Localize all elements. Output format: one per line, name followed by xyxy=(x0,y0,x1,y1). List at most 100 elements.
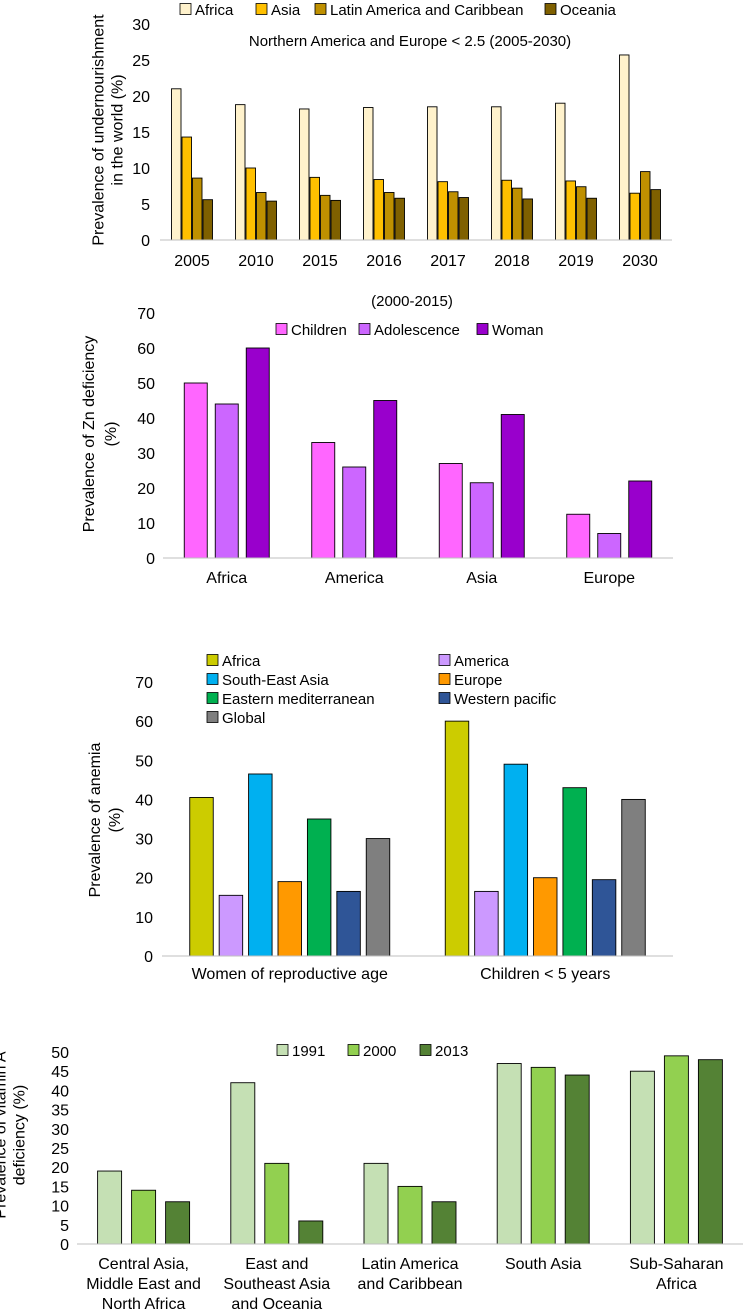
bar-1991 xyxy=(230,1082,256,1245)
y-tick-label: 40 xyxy=(51,1083,69,1100)
bar-2000 xyxy=(131,1189,157,1245)
bar-europe xyxy=(277,881,302,957)
legend-swatch xyxy=(206,711,219,723)
legend-label: Latin America and Caribbean xyxy=(330,2,523,19)
bar-africa xyxy=(555,102,566,241)
legend-swatch xyxy=(255,3,268,15)
bar-africa xyxy=(619,54,630,241)
bar-2013 xyxy=(697,1059,723,1245)
bar-america xyxy=(474,890,499,957)
zinc-deficiency-chart: 0 10 20 30 40 50 60 70 Prevalence of Zn deficien… xyxy=(81,293,673,587)
y-tick-label: 10 xyxy=(137,516,155,533)
x-category-label: South Asia xyxy=(505,1256,582,1273)
x-category-label: Central Asia, Middle East and North Africa xyxy=(86,1256,201,1311)
legend-label: 1991 xyxy=(292,1043,325,1060)
bar-latin-america-and-caribbean xyxy=(512,187,523,241)
legend-swatch xyxy=(276,1044,289,1056)
y-tick-label: 45 xyxy=(51,1064,69,1081)
legend-label: Africa xyxy=(222,653,261,670)
bar-adolescence xyxy=(342,466,367,559)
legend-swatch xyxy=(438,673,451,685)
y-tick-label: 70 xyxy=(137,306,155,323)
bar-latin-america-and-caribbean xyxy=(320,194,331,241)
vitamin-a-chart: 0 5 10 15 20 25 30 35 40 45 50 Prevalence of vitami… xyxy=(0,1043,743,1311)
legend-swatch xyxy=(206,673,219,685)
bar-africa xyxy=(427,106,438,241)
legend-label: South-East Asia xyxy=(222,672,329,689)
bar-africa xyxy=(171,88,182,241)
y-tick-label: 10 xyxy=(51,1199,69,1216)
bar-oceania xyxy=(266,200,277,241)
bar-2000 xyxy=(397,1185,423,1245)
bar-western-pacific xyxy=(591,879,617,957)
bar-latin-america-and-caribbean xyxy=(640,171,651,241)
bar-asia xyxy=(309,176,320,241)
y-tick-label: 5 xyxy=(141,197,150,214)
legend-label: 2013 xyxy=(435,1043,468,1060)
y-tick-label: 40 xyxy=(137,411,155,428)
x-category-label: Latin America and Caribbean xyxy=(358,1256,463,1293)
y-tick-label: 70 xyxy=(135,675,153,692)
bar-children xyxy=(438,463,463,559)
bar-woman xyxy=(373,400,398,559)
legend-label: Europe xyxy=(454,672,502,689)
anemia-chart: 0 10 20 30 40 50 60 70 Prevalence of anemia (%) Wo… xyxy=(87,653,673,983)
y-tick-label: 5 xyxy=(60,1218,69,1235)
bar-asia xyxy=(437,181,448,241)
y-tick-label: 30 xyxy=(137,446,155,463)
bar-western-pacific xyxy=(336,890,361,957)
bar-adolescence xyxy=(597,533,622,559)
undernourishment-chart: 0 5 10 15 20 25 30 Prevalence of undernourishme… xyxy=(91,2,672,270)
bar-eastern-mediterranean xyxy=(562,787,587,957)
y-tick-label: 0 xyxy=(141,233,150,250)
x-category-label: Africa xyxy=(206,570,247,587)
bar-africa xyxy=(491,106,502,241)
legend-swatch xyxy=(476,323,489,335)
bar-2013 xyxy=(298,1220,324,1245)
legend-swatch xyxy=(347,1044,360,1056)
bar-2013 xyxy=(564,1074,590,1245)
bar-1991 xyxy=(496,1063,522,1245)
bar-global xyxy=(365,838,391,957)
y-tick-label: 20 xyxy=(51,1160,69,1177)
bar-oceania xyxy=(650,189,661,241)
legend-label: Adolescence xyxy=(374,322,460,339)
bar-latin-america-and-caribbean xyxy=(192,177,203,241)
x-category-label: 2018 xyxy=(494,253,530,270)
legend-swatch xyxy=(544,3,557,15)
y-tick-label: 25 xyxy=(51,1141,69,1158)
bar-oceania xyxy=(202,199,213,241)
legend-swatch xyxy=(179,3,192,15)
x-category-label: 2005 xyxy=(174,253,210,270)
x-category-label: 2015 xyxy=(302,253,338,270)
bar-europe xyxy=(533,877,558,957)
y-tick-label: 30 xyxy=(132,17,150,34)
y-tick-label: 30 xyxy=(135,832,153,849)
y-tick-label: 50 xyxy=(51,1045,69,1062)
bar-latin-america-and-caribbean xyxy=(448,191,459,241)
y-tick-label: 15 xyxy=(132,125,150,142)
legend-swatch xyxy=(314,3,327,15)
legend-swatch xyxy=(206,654,219,666)
y-tick-label: 60 xyxy=(135,714,153,731)
y-tick-label: 10 xyxy=(135,910,153,927)
bar-eastern-mediterranean xyxy=(306,818,332,957)
bar-oceania xyxy=(522,198,533,241)
bar-latin-america-and-caribbean xyxy=(576,186,587,241)
bar-south-east-asia xyxy=(248,773,273,957)
bar-south-east-asia xyxy=(503,763,529,957)
y-tick-label: 50 xyxy=(137,376,155,393)
y-axis-title: Prevalence of Zn deficiency (%) xyxy=(81,336,120,533)
legend-label: Africa xyxy=(195,2,234,19)
bar-latin-america-and-caribbean xyxy=(256,192,267,241)
bar-oceania xyxy=(330,199,341,241)
x-category-label: 2017 xyxy=(430,253,466,270)
y-tick-label: 20 xyxy=(132,89,150,106)
legend-label: 2000 xyxy=(363,1043,396,1060)
bar-2013 xyxy=(165,1201,191,1245)
legend-label: Western pacific xyxy=(454,691,557,708)
bar-africa xyxy=(189,797,214,957)
bar-adolescence xyxy=(214,403,239,559)
bar-africa xyxy=(299,108,310,241)
x-category-label: East and Southeast Asia and Oceania xyxy=(223,1256,330,1311)
